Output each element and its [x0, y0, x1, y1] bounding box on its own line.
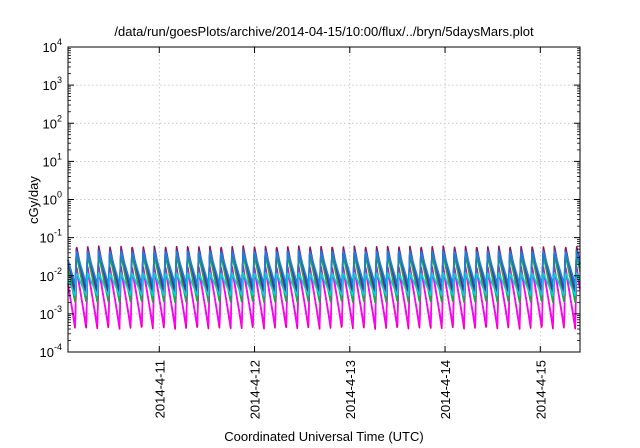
y-tick-label: 10-4 — [40, 342, 62, 360]
series-line — [67, 271, 581, 297]
x-tick-label: 2014-4-15 — [533, 360, 548, 419]
y-tick-exponent: 4 — [57, 37, 62, 47]
y-tick-base: 10 — [40, 345, 54, 360]
y-tick-base: 10 — [43, 116, 57, 131]
y-tick-exponent: -3 — [54, 304, 62, 314]
series-line — [67, 250, 581, 286]
y-tick-label: 102 — [43, 113, 62, 131]
grid — [68, 47, 580, 352]
y-tick-label: 10-2 — [40, 266, 62, 284]
x-axis-title: Coordinated Universal Time (UTC) — [224, 429, 423, 444]
y-tick-base: 10 — [43, 154, 57, 169]
y-tick-label: 104 — [43, 37, 62, 55]
x-axis: 2014-4-11 2014-4-12 2014-4-13 2014-4-14 2014… — [152, 47, 548, 419]
x-tick-label: 2014-4-13 — [343, 360, 358, 419]
chart-title: /data/run/goesPlots/archive/2014-04-15/1… — [114, 24, 534, 39]
y-tick-label: 103 — [43, 75, 62, 93]
y-tick-base: 10 — [43, 78, 57, 93]
y-tick-label: 10-1 — [40, 228, 62, 246]
y-tick-base: 10 — [40, 269, 54, 284]
y-tick-exponent: 0 — [57, 190, 62, 200]
y-tick-exponent: -1 — [54, 228, 62, 238]
x-tick-label: 2014-4-12 — [248, 360, 263, 419]
y-axis-title: cGy/day — [26, 176, 41, 224]
y-tick-label: 10-3 — [40, 304, 62, 322]
y-tick-exponent: -2 — [54, 266, 62, 276]
x-tick-label: 2014-4-14 — [438, 360, 453, 419]
x-tick-label: 2014-4-11 — [152, 360, 167, 418]
y-tick-exponent: -4 — [54, 342, 62, 352]
y-tick-exponent: 3 — [57, 75, 62, 85]
y-tick-base: 10 — [43, 40, 57, 55]
y-tick-label: 100 — [43, 190, 62, 208]
y-tick-base: 10 — [43, 193, 57, 208]
plot-series — [67, 245, 581, 330]
series-line — [67, 269, 581, 327]
y-tick-base: 10 — [40, 231, 54, 246]
y-tick-exponent: 1 — [57, 151, 62, 161]
y-tick-exponent: 2 — [57, 113, 62, 123]
y-tick-base: 10 — [40, 307, 54, 322]
y-tick-label: 101 — [43, 151, 62, 169]
